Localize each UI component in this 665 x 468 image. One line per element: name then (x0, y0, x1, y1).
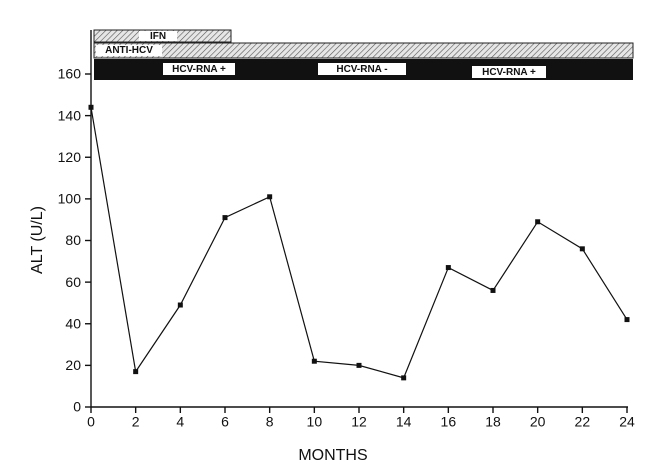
x-tick-label: 16 (441, 414, 457, 430)
x-tick-label: 14 (396, 414, 412, 430)
y-tick-label: 140 (58, 107, 82, 123)
point (267, 194, 273, 200)
point (88, 104, 94, 110)
point (311, 358, 317, 364)
x-axis-label: MONTHS (298, 447, 367, 464)
y-tick-label: 160 (58, 66, 82, 82)
point (177, 302, 183, 308)
label-box (96, 45, 162, 56)
anti-hcv-bar (93, 42, 634, 59)
point (535, 219, 541, 225)
x-tick-label: 4 (176, 414, 184, 430)
y-tick-label: 100 (58, 191, 82, 207)
point (445, 265, 451, 271)
x-tick-label: 6 (221, 414, 229, 430)
x-tick-label: 10 (307, 414, 323, 430)
x-tick-label: 12 (351, 414, 367, 430)
x-tick-label: 0 (87, 414, 95, 430)
x-tick-label: 24 (619, 414, 635, 430)
x-tick-label: 18 (485, 414, 501, 430)
annotation: ANTI-HCV (105, 45, 153, 56)
y-tick-label: 0 (73, 399, 81, 415)
point (133, 369, 139, 375)
point (490, 287, 496, 293)
annotation: IFN (150, 31, 166, 42)
x-tick-label: 8 (266, 414, 274, 430)
label-box (472, 66, 546, 78)
point (401, 375, 407, 381)
point (579, 246, 585, 252)
point (222, 215, 228, 221)
y-tick-label: 80 (65, 232, 81, 248)
x-tick-label: 22 (575, 414, 591, 430)
label-box (163, 63, 235, 75)
annotation: HCV-RNA + (172, 64, 226, 75)
x-tick-label: 2 (132, 414, 140, 430)
y-tick-label: 40 (65, 315, 81, 331)
annotation: HCV-RNA + (482, 67, 536, 78)
point (624, 317, 630, 323)
x-tick-label: 20 (530, 414, 546, 430)
line (90, 107, 628, 379)
label-box (318, 63, 406, 75)
y-axis-label: ALT (U/L) (29, 206, 46, 274)
y-tick-label: 120 (58, 149, 82, 165)
annotation: HCV-RNA - (336, 64, 387, 75)
point (356, 362, 362, 368)
label-box (139, 31, 177, 41)
y-tick-label: 20 (65, 357, 81, 373)
y-tick-label: 60 (65, 274, 81, 290)
